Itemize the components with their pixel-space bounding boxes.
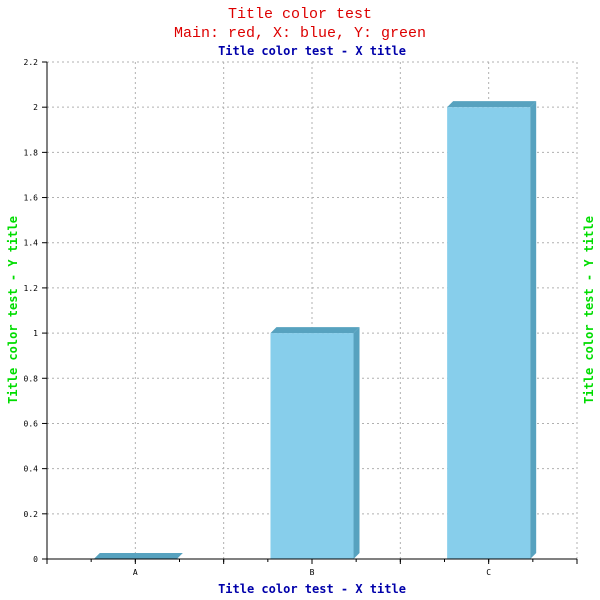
chart-subtitle: Main: red, X: blue, Y: green: [174, 25, 426, 42]
x-tick-labels: A B C: [133, 568, 491, 577]
y-tick-label: 1.8: [24, 148, 39, 157]
bar-top-C: [447, 101, 537, 108]
y-tick-label: 0.4: [24, 465, 39, 474]
y-tick-label: 2.2: [24, 58, 39, 67]
axes: [42, 61, 578, 564]
bar-B: [270, 333, 354, 559]
y-tick-label: 2: [33, 103, 38, 112]
bar-C: [447, 107, 531, 559]
bar-side-B: [353, 327, 360, 559]
y-tick-label: 1.2: [24, 284, 39, 293]
chart-title: Title color test: [228, 6, 372, 23]
y-tick-label: 0.2: [24, 510, 39, 519]
x-axis-title-top: Title color test - X title: [218, 44, 406, 58]
y-tick-label: 0: [33, 555, 38, 564]
y-tick-label: 1: [33, 329, 38, 338]
x-tick-label-C: C: [486, 568, 491, 577]
y-tick-labels: 0 0.2 0.4 0.6 0.8 1 1.2 1.4 1.6 1.8 2 2.2: [24, 58, 39, 564]
x-tick-label-B: B: [310, 568, 315, 577]
y-axis-title-left: Title color test - Y title: [6, 216, 20, 404]
x-axis-title-bottom: Title color test - X title: [218, 582, 406, 596]
bars: [93, 101, 537, 559]
y-tick-label: 1.4: [24, 239, 39, 248]
y-axis-title-right: Title color test - Y title: [582, 216, 596, 404]
bar-side-C: [530, 101, 537, 559]
y-tick-label: 1.6: [24, 194, 39, 203]
x-tick-label-A: A: [133, 568, 138, 577]
y-tick-label: 0.8: [24, 374, 39, 383]
bar-top-A: [93, 553, 183, 559]
y-tick-label: 0.6: [24, 419, 39, 428]
bar-top-B: [270, 327, 360, 334]
